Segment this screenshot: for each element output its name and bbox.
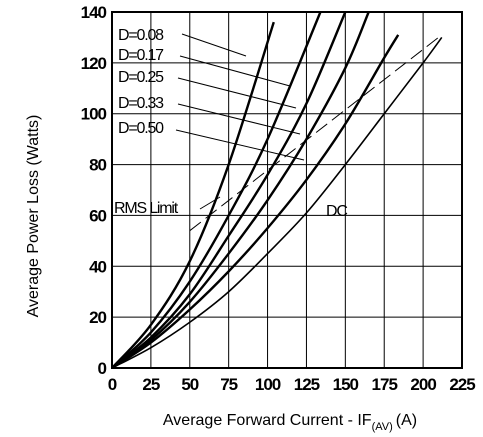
label-dc: DC xyxy=(326,203,347,220)
x-tick-label: 50 xyxy=(181,375,198,394)
y-tick-label: 40 xyxy=(89,257,106,276)
x-tick-label: 25 xyxy=(142,375,159,394)
label-d-0.08: D=0.08 xyxy=(118,27,164,44)
tick-labels: 0 25 50 75 100 125 150 175 200 225 0 20 40 60 80 100 120… xyxy=(81,3,477,394)
leader-rms-limit xyxy=(199,196,221,210)
label-d-0.33: D=0.33 xyxy=(118,95,164,112)
leader-d-0.33 xyxy=(177,103,301,135)
x-axis-title-main: Average Forward Current - IF xyxy=(163,412,372,429)
y-tick-label: 100 xyxy=(81,105,107,124)
y-tick-label: 120 xyxy=(81,54,107,73)
x-tick-label: 225 xyxy=(449,375,475,394)
y-tick-label: 0 xyxy=(98,359,107,378)
plot-frame xyxy=(111,11,463,369)
series-d-0-17 xyxy=(111,11,322,369)
x-axis-title: Average Forward Current - IF(AV) (A) xyxy=(163,412,417,433)
leader-d-0.50 xyxy=(175,129,305,161)
x-tick-label: 200 xyxy=(410,375,436,394)
x-tick-label: 175 xyxy=(372,375,398,394)
y-tick-label: 60 xyxy=(89,206,106,225)
curves xyxy=(111,11,443,370)
label-d-0.25: D=0.25 xyxy=(118,69,164,86)
x-tick-label: 150 xyxy=(333,375,359,394)
label-d-0.17: D=0.17 xyxy=(118,47,164,64)
x-axis-title-unit: (A) xyxy=(396,412,417,429)
y-tick-label: 20 xyxy=(89,308,106,327)
x-tick-label: 125 xyxy=(294,375,320,394)
leader-d-0.08 xyxy=(181,33,247,57)
grid xyxy=(112,12,462,368)
y-tick-label: 140 xyxy=(81,3,107,22)
x-tick-label: 0 xyxy=(108,375,117,394)
x-axis-title-subscript: (AV) xyxy=(372,421,393,433)
leader-d-0.17 xyxy=(179,55,291,87)
label-d-0.50: D=0.50 xyxy=(118,120,164,137)
series-d-0-50 xyxy=(111,34,400,370)
series-d-0-33 xyxy=(111,11,370,369)
rms-limit-line xyxy=(189,34,443,232)
leader-lines xyxy=(175,33,305,210)
x-tick-label: 100 xyxy=(255,375,281,394)
series-d-0-25 xyxy=(111,11,347,369)
x-tick-label: 75 xyxy=(220,375,237,394)
leader-d-0.25 xyxy=(177,77,297,109)
series-dc xyxy=(111,36,443,369)
y-axis-title: Average Power Loss (Watts) xyxy=(25,115,42,318)
series-d-0-08 xyxy=(111,21,275,369)
label-rms-limit: RMS Limit xyxy=(114,200,179,217)
y-tick-label: 80 xyxy=(89,156,106,175)
